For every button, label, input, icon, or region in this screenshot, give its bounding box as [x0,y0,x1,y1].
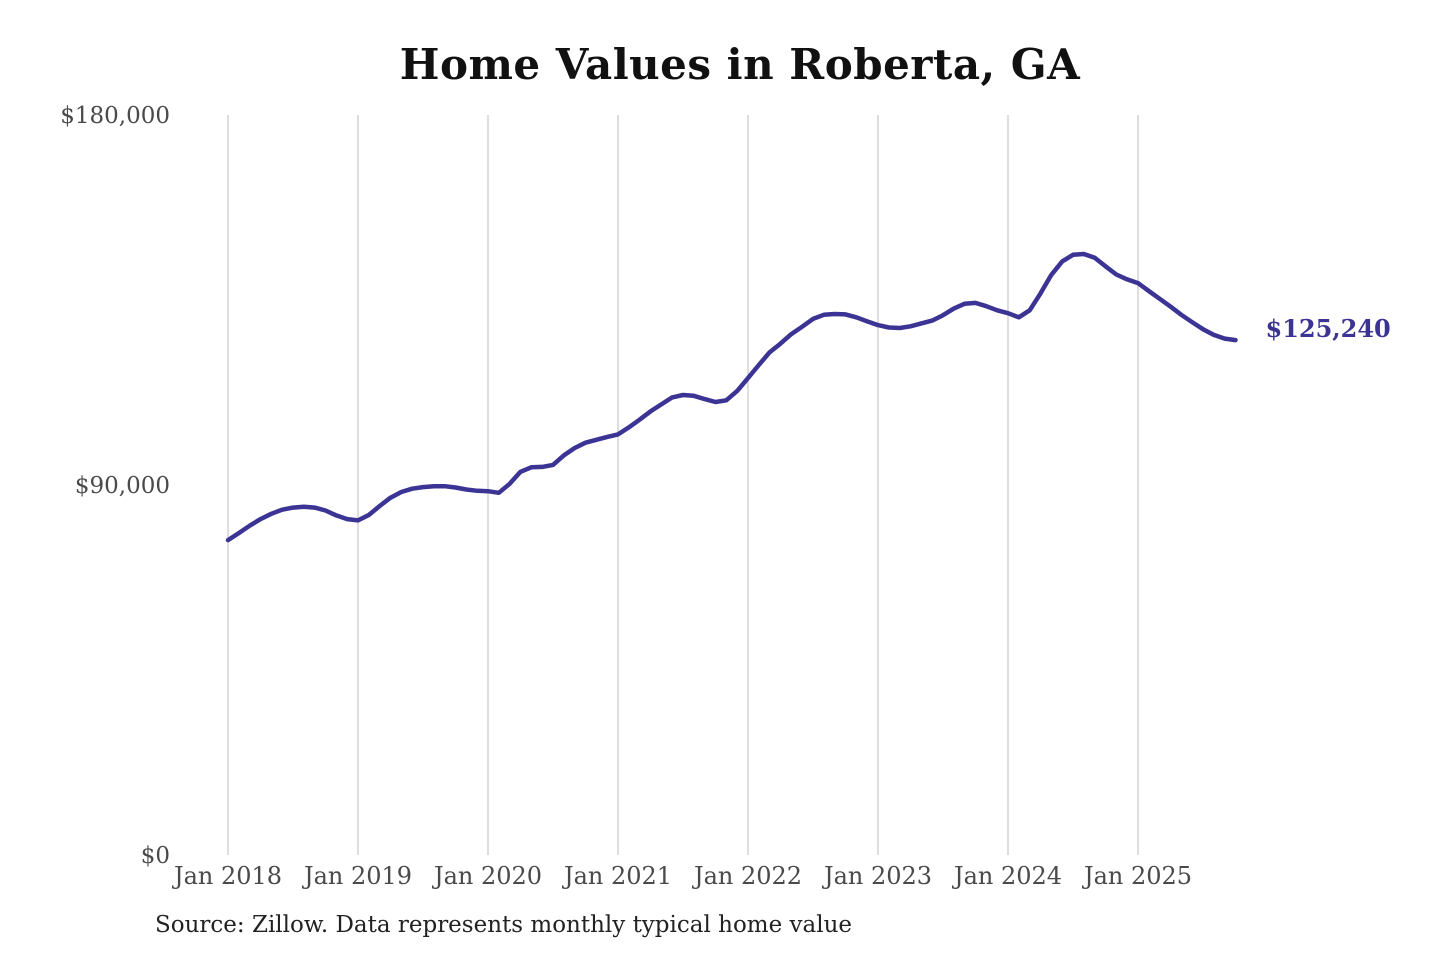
source-note: Source: Zillow. Data represents monthly … [155,912,853,938]
x-axis-tick-label: Jan 2020 [431,862,542,890]
x-axis-tick-label: Jan 2024 [951,862,1062,890]
x-axis-tick-label: Jan 2022 [691,862,802,890]
current-value-label: $125,240 [1266,314,1391,343]
x-axis-tick-label: Jan 2019 [301,862,412,890]
y-axis-tick-label: $90,000 [75,473,170,499]
x-axis-tick-label: Jan 2025 [1081,862,1192,890]
y-axis-tick-label: $180,000 [60,103,170,129]
home-value-line-series [225,251,1238,543]
chart-title: Home Values in Roberta, GA [399,40,1081,89]
x-axis-tick-label: Jan 2021 [561,862,672,890]
x-axis-tick-label: Jan 2018 [171,862,282,890]
x-axis-tick-label: Jan 2023 [821,862,932,890]
y-axis-tick-label: $0 [141,843,170,869]
